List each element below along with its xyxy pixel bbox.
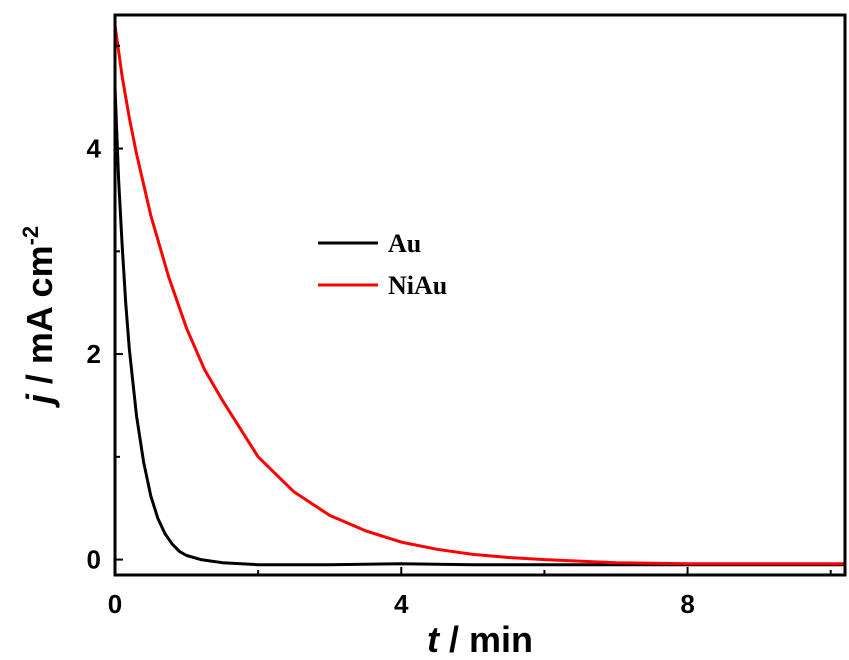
x-tick-label: 8: [680, 589, 694, 619]
series-line-niau: [113, 23, 847, 566]
axis-ticks: [114, 44, 832, 575]
x-tick-label: 4: [394, 589, 409, 619]
plot-frame: [113, 13, 847, 577]
series-line-au: [113, 85, 847, 567]
y-axis-title-italic: j: [19, 393, 60, 408]
legend-label-niau: NiAu: [388, 271, 447, 300]
plot-lines: [113, 23, 847, 567]
y-tick-label: 2: [87, 339, 101, 369]
y-axis-title-superscript: -2: [18, 226, 43, 246]
legend: Au NiAu: [318, 229, 447, 300]
y-tick-label: 0: [87, 545, 101, 575]
x-axis-title-italic: t: [427, 619, 441, 660]
y-axis-title: j / mA cm-2: [18, 226, 60, 408]
y-axis-title-rest: / mA cm: [19, 245, 60, 394]
y-tick-label: 4: [87, 134, 102, 164]
x-axis-title-rest: / min: [439, 619, 533, 660]
tick-labels: 0 4 8 0 2 4: [87, 134, 695, 619]
legend-label-au: Au: [388, 229, 421, 258]
x-tick-label: 0: [108, 589, 122, 619]
x-axis-title: t / min: [427, 619, 533, 660]
